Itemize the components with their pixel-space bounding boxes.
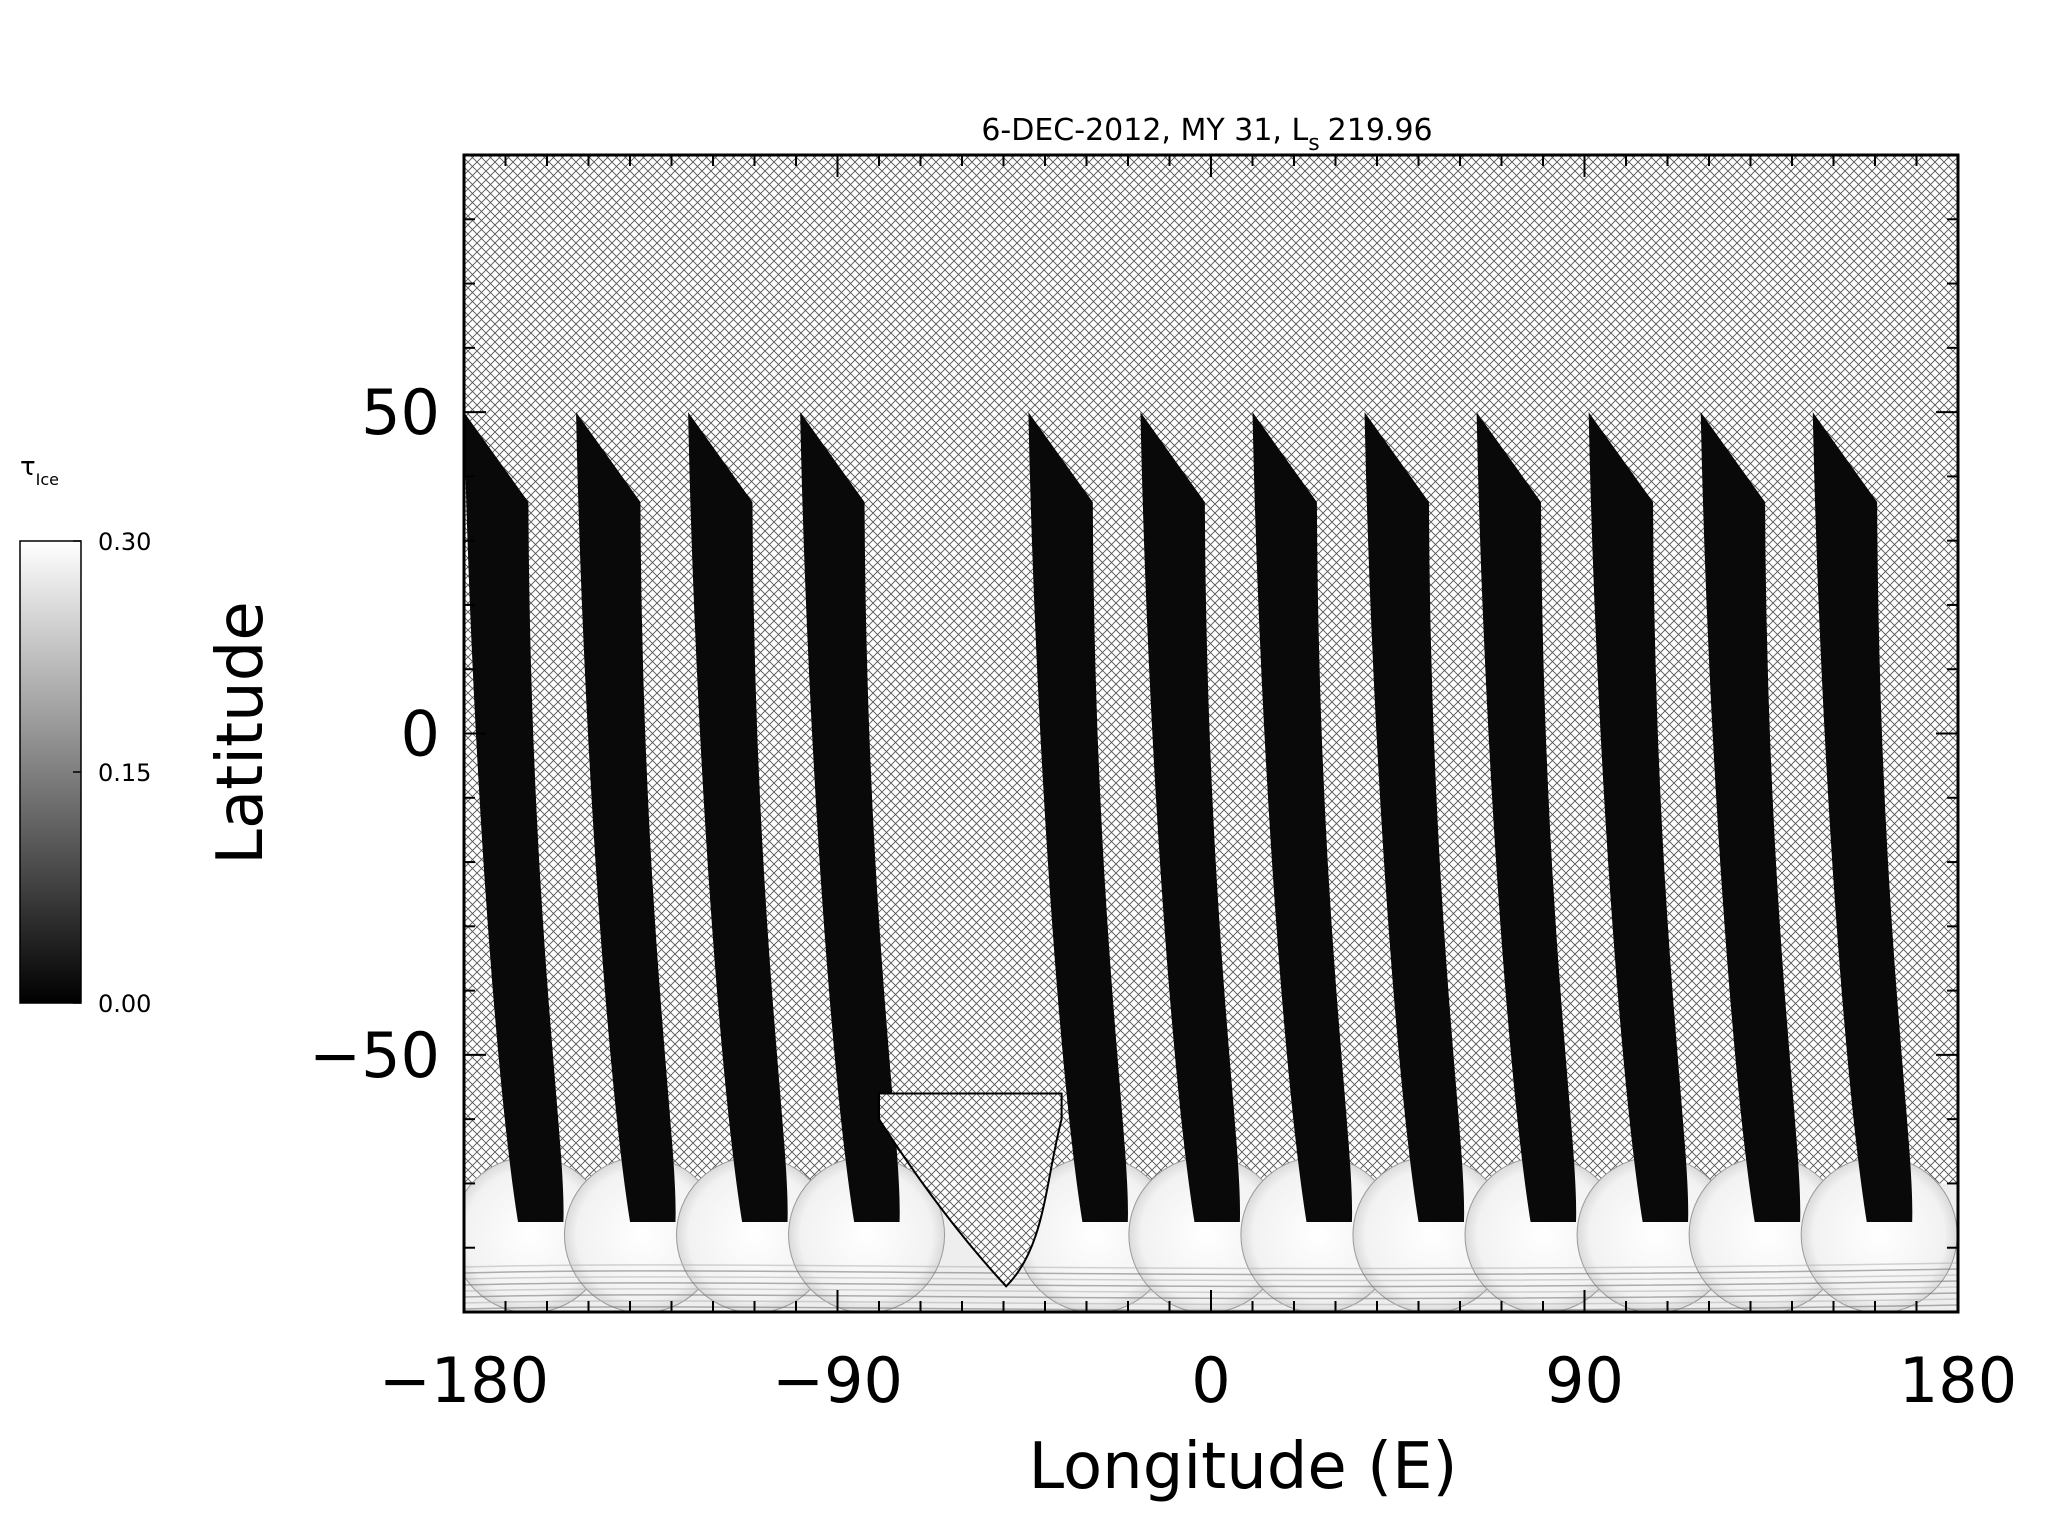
x-tick-label: −180 [379, 1344, 549, 1417]
ice-swath [576, 412, 676, 1223]
ice-swaths [464, 412, 1913, 1223]
y-axis-label: Latitude [204, 601, 278, 864]
y-tick-label: 50 [361, 376, 440, 449]
colorbar-tick-label: 0.30 [98, 528, 151, 556]
chart-title: 6-DEC-2012, MY 31, Ls 219.96 [981, 113, 1432, 156]
x-axis-label: Longitude (E) [1028, 1430, 1457, 1504]
x-tick-label: 90 [1545, 1344, 1624, 1417]
y-axis: −50 0 50 [309, 218, 1958, 1249]
ice-texture [464, 1292, 1958, 1300]
colorbar: τIce 0.00 0.15 0.30 [19, 452, 151, 1018]
ice-swath [1476, 412, 1577, 1223]
south-ice-band [464, 1156, 1958, 1341]
x-axis: −180 −90 0 90 180 [379, 155, 2017, 1417]
ice-texture [464, 1323, 1958, 1329]
ice-swath [1812, 412, 1913, 1223]
ice-texture [464, 1274, 1958, 1282]
ice-texture [464, 1335, 1958, 1341]
ice-texture [464, 1280, 1958, 1288]
ice-swath [464, 412, 564, 1223]
y-tick-label: −50 [309, 1019, 440, 1092]
ice-swath [1700, 412, 1801, 1223]
x-tick-label: 180 [1899, 1344, 2017, 1417]
x-tick-label: −90 [772, 1344, 903, 1417]
colorbar-ticks: 0.00 0.15 0.30 [73, 528, 151, 1018]
y-tick-label: 0 [401, 698, 440, 771]
ice-texture [464, 1268, 1958, 1276]
colorbar-tick-label: 0.00 [98, 990, 151, 1018]
gap-wedge-shape [878, 1092, 1063, 1288]
ice-texture [464, 1286, 1958, 1294]
x-tick-label: 0 [1191, 1344, 1230, 1417]
ice-texture [464, 1262, 1958, 1270]
ice-swath [1364, 412, 1465, 1223]
ice-swath [800, 412, 900, 1223]
colorbar-label: τIce [20, 452, 59, 489]
ice-swath [1588, 412, 1689, 1223]
ice-texture [464, 1304, 1958, 1312]
ice-swath [1252, 412, 1353, 1223]
ice-texture [464, 1317, 1958, 1323]
ice-texture [464, 1329, 1958, 1335]
no-data-gap [878, 1092, 1063, 1288]
colorbar-ramp [19, 540, 82, 1004]
ice-swath [688, 412, 788, 1223]
ice-swath [1140, 412, 1241, 1223]
colorbar-tick-label: 0.15 [98, 759, 151, 787]
plot-area [464, 155, 1958, 1341]
ice-swath [1028, 412, 1128, 1223]
ice-texture [464, 1298, 1958, 1306]
